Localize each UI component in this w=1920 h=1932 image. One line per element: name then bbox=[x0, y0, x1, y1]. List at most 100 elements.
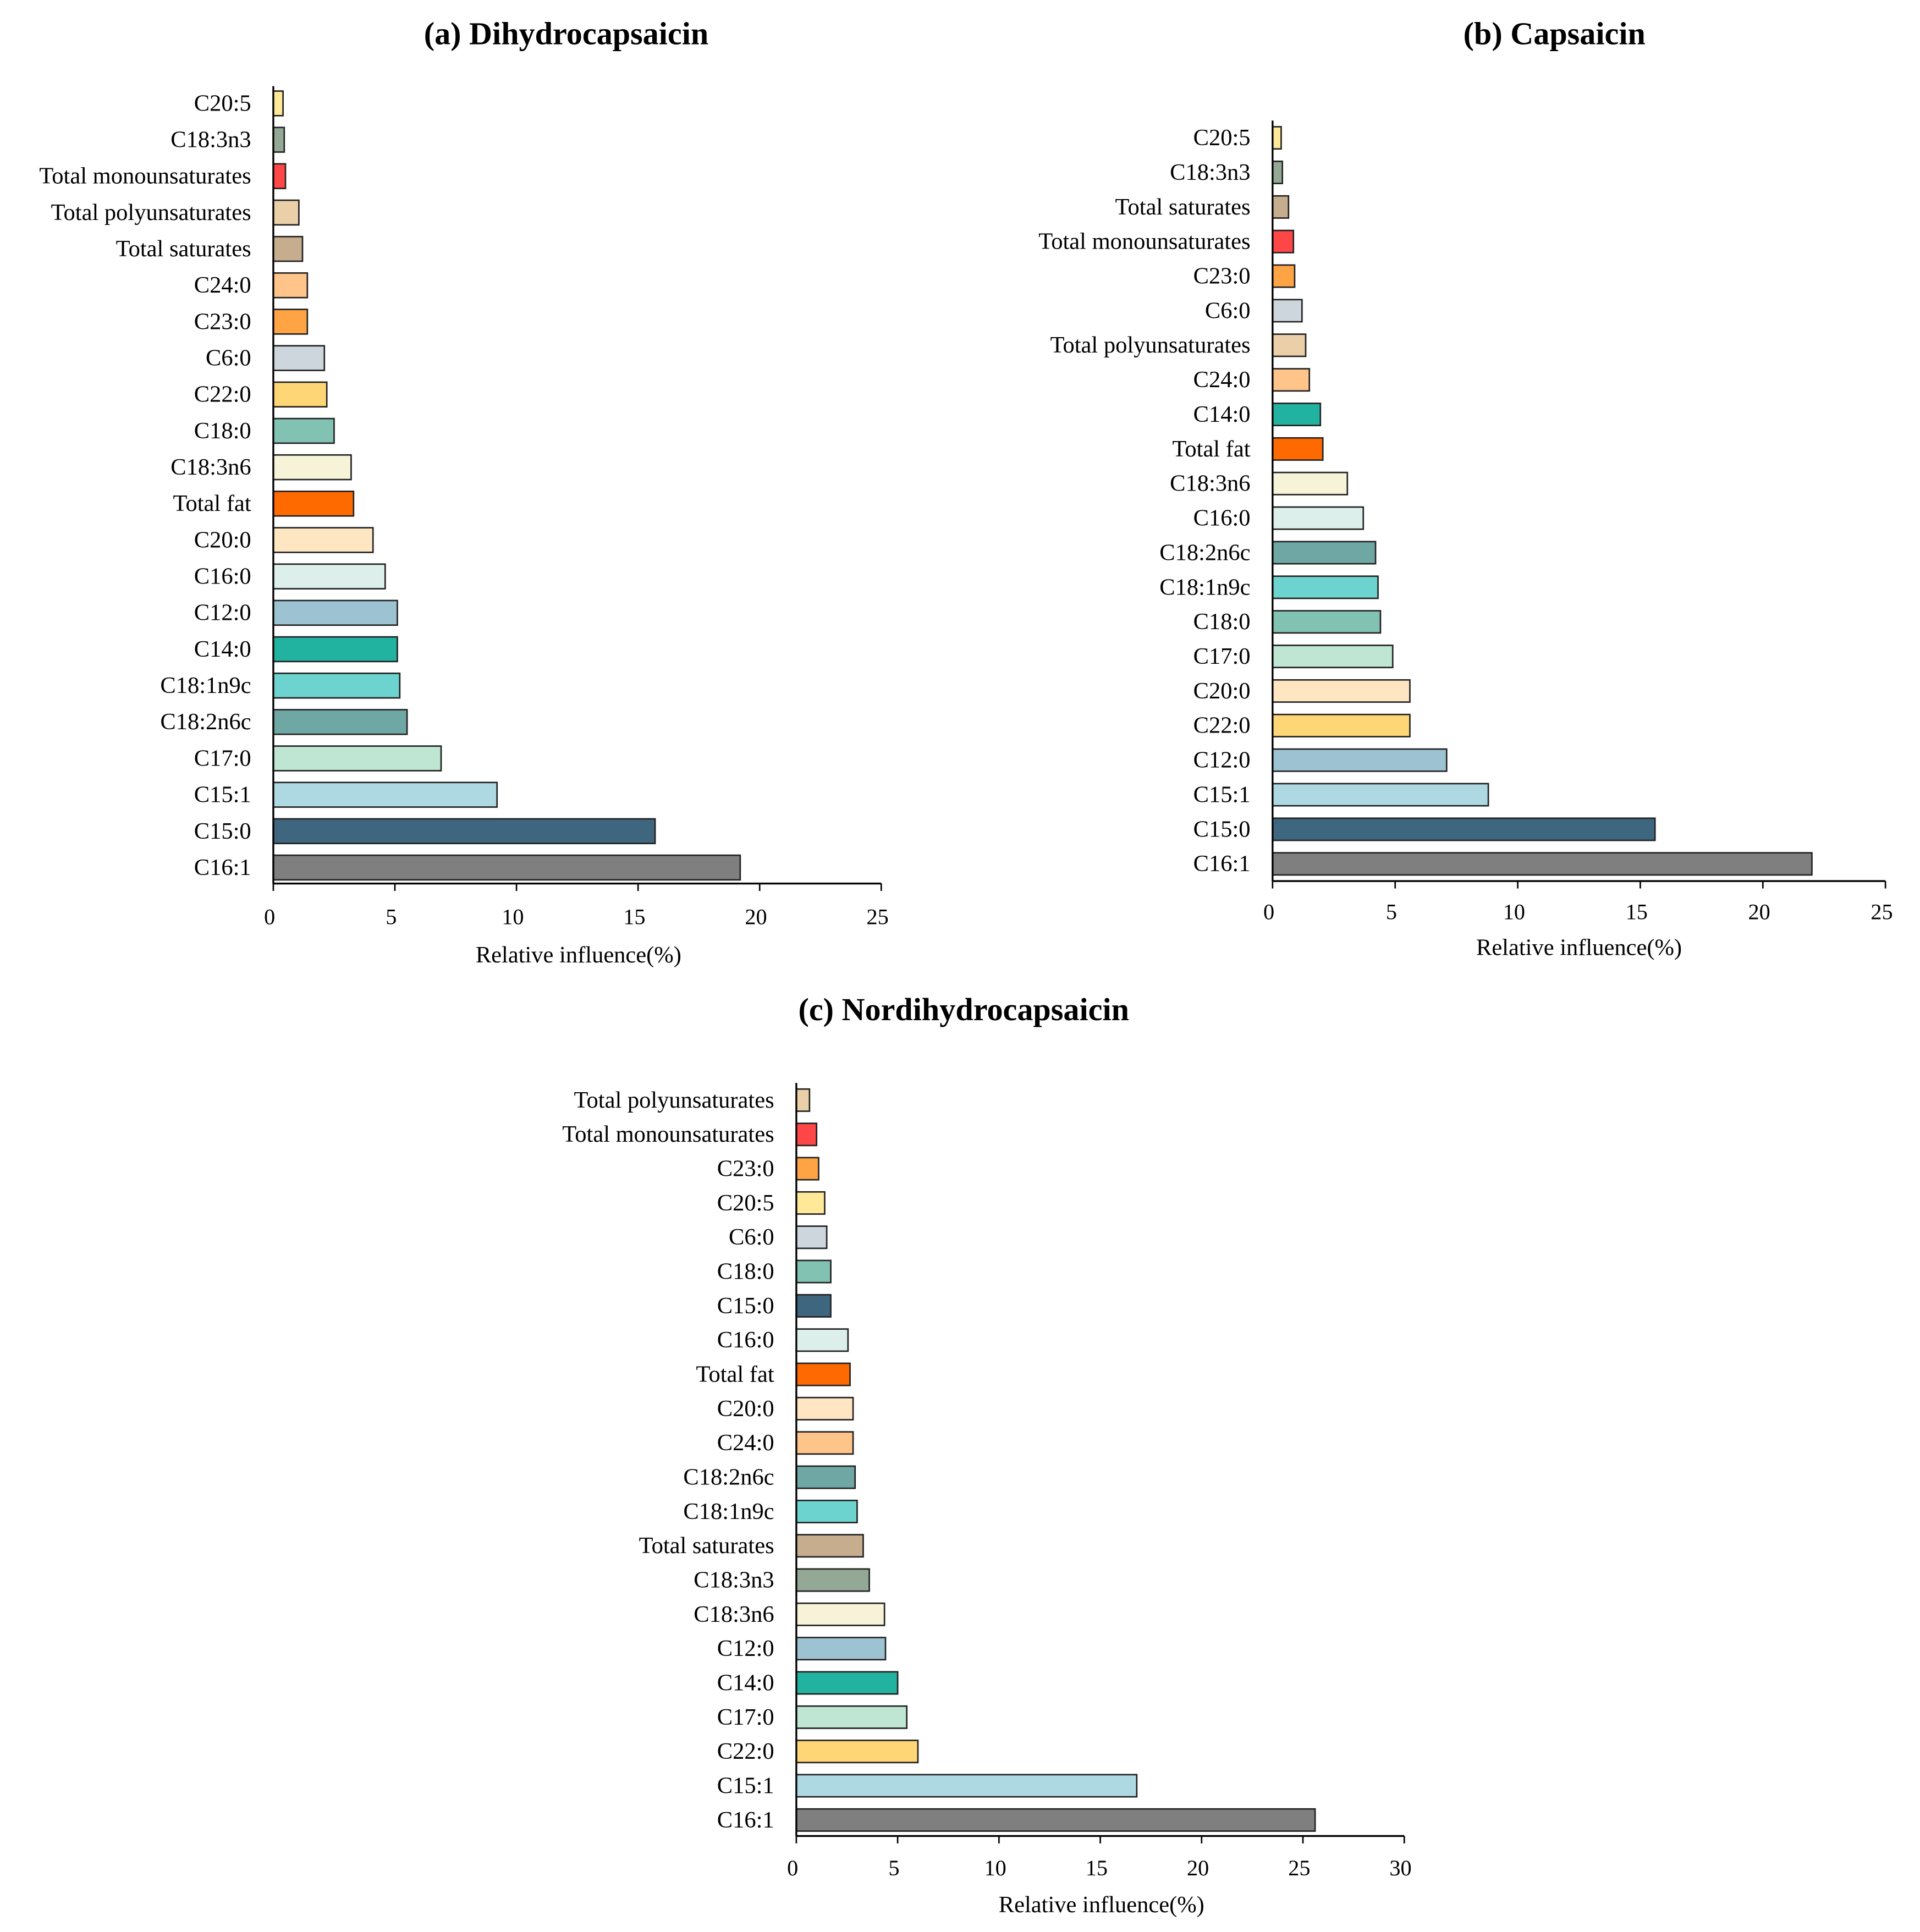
category-label: Total polyunsaturates bbox=[574, 1087, 774, 1113]
bar bbox=[795, 1534, 864, 1558]
bar bbox=[795, 1637, 887, 1661]
category-label: C14:0 bbox=[194, 636, 251, 662]
x-tick-label: 20 bbox=[1187, 1856, 1209, 1880]
x-tick-label: 20 bbox=[1748, 899, 1770, 924]
bar bbox=[1272, 748, 1448, 772]
bar bbox=[795, 1225, 828, 1250]
x-tick-label: 0 bbox=[264, 904, 275, 929]
bar bbox=[272, 563, 386, 590]
category-label: C20:5 bbox=[194, 90, 251, 116]
bar bbox=[1272, 610, 1382, 634]
bar bbox=[272, 381, 328, 408]
category-label: Total polyunsaturates bbox=[51, 200, 251, 225]
bar bbox=[795, 1293, 832, 1318]
bar bbox=[272, 163, 287, 190]
bar bbox=[1272, 264, 1296, 288]
bar bbox=[1272, 126, 1282, 150]
category-label: C23:0 bbox=[194, 309, 251, 334]
bar bbox=[795, 1568, 870, 1592]
bar bbox=[272, 417, 335, 444]
x-axis-label: Relative influence(%) bbox=[999, 1892, 1204, 1918]
x-tick-label: 10 bbox=[984, 1856, 1006, 1880]
bar bbox=[1272, 195, 1290, 219]
x-tick-label: 25 bbox=[1288, 1856, 1310, 1880]
x-tick-label: 5 bbox=[1386, 899, 1397, 924]
category-label: C17:0 bbox=[717, 1704, 774, 1730]
x-tick-label: 20 bbox=[745, 904, 767, 929]
bar bbox=[272, 272, 309, 299]
category-label: C18:2n6c bbox=[160, 709, 251, 735]
bar bbox=[795, 1191, 826, 1215]
bar bbox=[272, 199, 300, 226]
category-label: C23:0 bbox=[717, 1155, 774, 1181]
category-label: C16:0 bbox=[1193, 505, 1251, 531]
category-label: C18:3n6 bbox=[1170, 471, 1250, 497]
category-label: C15:0 bbox=[1193, 816, 1251, 842]
bar bbox=[795, 1774, 1138, 1798]
category-label: C18:0 bbox=[194, 418, 251, 444]
bar bbox=[1272, 541, 1377, 565]
bar bbox=[272, 709, 408, 735]
category-label: C20:5 bbox=[717, 1190, 774, 1216]
x-tick-label: 25 bbox=[866, 904, 888, 929]
category-label: C18:1n9c bbox=[683, 1499, 774, 1524]
bar bbox=[795, 1808, 1316, 1832]
category-label: Total fat bbox=[696, 1361, 774, 1387]
panel-b-capsaicin: (b) Capsaicin Relative influence(%) C20:… bbox=[1038, 16, 1893, 961]
bar bbox=[1272, 437, 1324, 461]
category-label: C18:1n9c bbox=[1159, 574, 1250, 600]
x-axis-label: Relative influence(%) bbox=[1476, 934, 1682, 960]
x-tick-label: 25 bbox=[1871, 899, 1893, 924]
bar bbox=[795, 1259, 832, 1284]
bar bbox=[795, 1396, 854, 1421]
category-label: C14:0 bbox=[1193, 401, 1251, 427]
category-label: C24:0 bbox=[717, 1430, 774, 1456]
category-label: C18:0 bbox=[1193, 609, 1251, 635]
category-label: C22:0 bbox=[717, 1738, 774, 1764]
category-label: C18:2n6c bbox=[1159, 540, 1250, 565]
bar bbox=[795, 1671, 899, 1695]
bar bbox=[795, 1465, 856, 1489]
bar bbox=[272, 309, 309, 335]
bar bbox=[795, 1088, 811, 1112]
category-label: Total saturates bbox=[639, 1533, 774, 1559]
panel-a-dihydrocapsaicin: (a) Dihydrocapsaicin Relative influence(… bbox=[39, 16, 888, 968]
category-label: C16:1 bbox=[1193, 851, 1251, 877]
bar bbox=[272, 781, 498, 808]
category-label: C16:0 bbox=[717, 1327, 774, 1353]
category-label: C6:0 bbox=[1205, 298, 1251, 323]
bar bbox=[272, 454, 352, 481]
bar bbox=[1272, 471, 1349, 496]
category-label: C18:2n6c bbox=[683, 1464, 774, 1490]
bar bbox=[272, 90, 284, 117]
x-tick-label: 30 bbox=[1389, 1856, 1411, 1880]
bar bbox=[1272, 852, 1813, 876]
category-label: C24:0 bbox=[1193, 367, 1251, 393]
category-label: C15:0 bbox=[717, 1293, 774, 1319]
category-label: C18:3n3 bbox=[1170, 159, 1250, 185]
category-label: C24:0 bbox=[194, 272, 251, 298]
category-label: C12:0 bbox=[717, 1636, 774, 1661]
x-tick-label: 15 bbox=[1626, 899, 1648, 924]
bar bbox=[1272, 333, 1307, 357]
category-label: C16:1 bbox=[717, 1807, 774, 1833]
bar bbox=[272, 745, 442, 772]
category-label: C18:0 bbox=[717, 1258, 774, 1284]
category-label: Total monounsaturates bbox=[562, 1121, 774, 1147]
category-label: C15:1 bbox=[1193, 781, 1251, 807]
bar bbox=[795, 1328, 849, 1352]
bar bbox=[272, 636, 398, 663]
category-label: C14:0 bbox=[717, 1670, 774, 1696]
category-label: Total fat bbox=[1172, 436, 1250, 462]
category-label: C15:1 bbox=[194, 782, 251, 808]
bar bbox=[795, 1602, 885, 1626]
x-tick-label: 10 bbox=[502, 904, 524, 929]
bar bbox=[272, 854, 741, 881]
bar bbox=[1272, 679, 1411, 703]
bar bbox=[795, 1362, 851, 1386]
bar bbox=[1272, 645, 1394, 669]
bar bbox=[272, 491, 355, 517]
category-label: C17:0 bbox=[194, 745, 251, 771]
bar bbox=[795, 1157, 819, 1181]
